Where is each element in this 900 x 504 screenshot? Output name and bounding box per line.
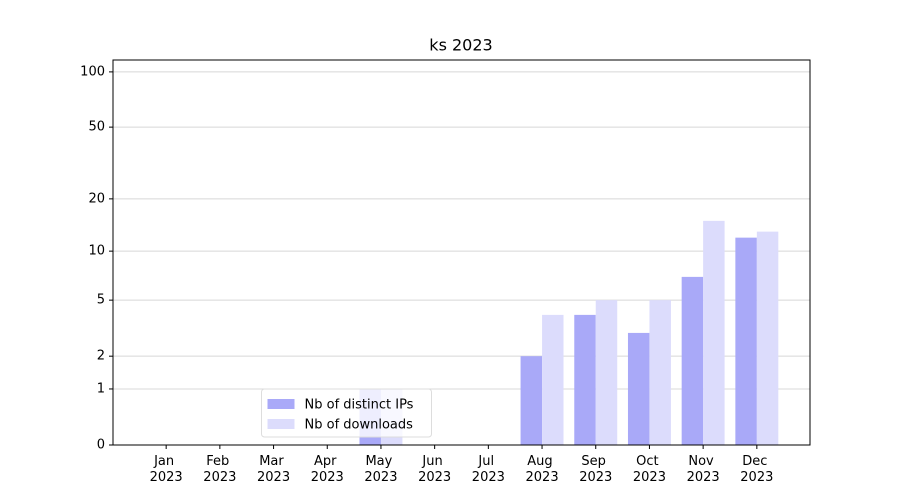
bar (542, 314, 564, 445)
x-tick-label: Dec 2023 (740, 454, 773, 485)
y-tick-label: 0 (97, 438, 105, 453)
x-tick-label: Jul 2023 (472, 454, 505, 485)
axes-frame (112, 59, 811, 446)
legend-swatch (267, 399, 295, 409)
y-tick-label: 10 (88, 244, 105, 259)
legend: Nb of distinct IPs Nb of downloads (261, 388, 432, 438)
y-tick-label: 20 (88, 191, 105, 206)
x-tick-label: Nov 2023 (687, 454, 720, 485)
chart-title: ks 2023 (429, 36, 492, 55)
x-tick-label: Aug 2023 (526, 454, 559, 485)
legend-box (261, 388, 432, 438)
bar (595, 300, 618, 445)
labels: 0 1 2 5 10 20 50 100 Jan 2023 Feb 2023 Mar 2023 Apr… (80, 64, 773, 485)
bar (735, 237, 757, 445)
bar (703, 220, 725, 445)
x-tick-label: Oct 2023 (633, 454, 666, 485)
legend-swatch (267, 419, 295, 429)
x-tick-label: Feb 2023 (203, 454, 236, 485)
y-tick-label: 100 (80, 64, 105, 79)
y-tick-label: 50 (88, 120, 105, 135)
bar (574, 314, 596, 445)
bar (520, 356, 543, 445)
legend-label: Nb of distinct IPs (305, 398, 414, 413)
x-tick-label: May 2023 (364, 454, 397, 485)
bar (756, 231, 779, 445)
bar (649, 300, 671, 445)
x-tick-label: Mar 2023 (257, 454, 290, 485)
x-tick-label: Jan 2023 (150, 454, 183, 485)
x-tick-label: Jun 2023 (418, 454, 451, 485)
x-tick-label: Apr 2023 (311, 454, 344, 485)
legend-label: Nb of downloads (305, 418, 414, 433)
y-tick-label: 5 (97, 293, 105, 308)
bar (627, 332, 650, 445)
y-tick-label: 2 (97, 349, 105, 364)
x-tick-label: Sep 2023 (579, 454, 612, 485)
y-tick-label: 1 (97, 381, 105, 396)
bar (681, 276, 704, 445)
